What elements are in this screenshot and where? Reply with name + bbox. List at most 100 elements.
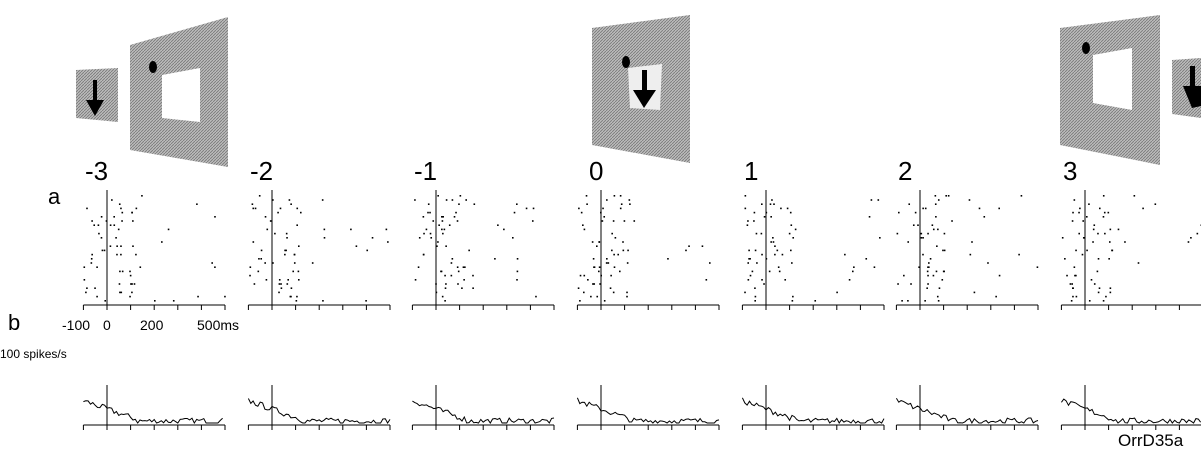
spike (786, 207, 789, 210)
spike (451, 258, 454, 260)
spike (260, 258, 263, 260)
spike (214, 216, 216, 218)
spike (161, 241, 163, 243)
spike (414, 279, 417, 281)
spike (633, 220, 636, 222)
spike (90, 258, 93, 260)
spike (417, 266, 420, 268)
spike (1109, 287, 1112, 289)
spike (1073, 266, 1076, 268)
spike (995, 295, 997, 298)
spike (606, 199, 608, 201)
spike (936, 295, 939, 298)
spike (1124, 241, 1126, 243)
spike (744, 291, 746, 294)
axis-tick-label: 0 (103, 317, 111, 333)
spike (577, 287, 580, 289)
spike (473, 203, 476, 205)
spike (747, 262, 750, 264)
spike (756, 262, 758, 264)
spike (790, 224, 793, 226)
spike (1154, 203, 1157, 205)
spike (252, 207, 255, 210)
spike (465, 199, 467, 201)
panel-label: -1 (414, 156, 437, 186)
spike (907, 241, 910, 243)
psth-curve (576, 397, 720, 424)
spike (1108, 241, 1111, 243)
spike (120, 253, 122, 256)
spike (430, 237, 433, 239)
spike (901, 300, 903, 302)
psth-curve (83, 400, 223, 425)
spike (437, 241, 439, 243)
spike (103, 249, 106, 252)
psth-curve (741, 397, 885, 424)
spike (450, 274, 453, 277)
spike (613, 195, 616, 197)
spike (1061, 237, 1064, 239)
spike (1066, 274, 1068, 277)
spike (83, 266, 86, 268)
spike (934, 203, 937, 205)
spike (910, 283, 912, 285)
spike (129, 295, 131, 298)
spike (1187, 241, 1190, 243)
spike (494, 258, 496, 260)
panel: 0 (576, 156, 720, 430)
spike (1088, 300, 1091, 302)
psth-scale: 100 spikes/s (0, 347, 67, 361)
psth-curve (1061, 398, 1201, 424)
spike (100, 237, 103, 239)
spike (132, 245, 134, 247)
spike (978, 207, 981, 210)
spike (1097, 232, 1099, 235)
spike (629, 203, 631, 205)
spike (598, 241, 601, 243)
spike (619, 207, 622, 210)
row-label: a (48, 184, 61, 209)
spike (85, 291, 87, 294)
stimulus-center (592, 15, 690, 163)
spike (932, 274, 935, 277)
spike (924, 300, 926, 302)
spike (91, 253, 93, 256)
spike (898, 211, 900, 214)
spike (293, 262, 296, 264)
spike (754, 300, 756, 302)
spike (444, 300, 446, 302)
spike (440, 270, 442, 273)
psth-curve (412, 400, 555, 424)
spike (131, 291, 133, 294)
spike (938, 287, 941, 289)
spike (513, 211, 516, 214)
spike (284, 253, 286, 256)
spike (1072, 295, 1074, 298)
spike (748, 249, 750, 252)
spike (746, 224, 749, 226)
spike (870, 199, 873, 201)
spike (109, 224, 112, 226)
spike (596, 245, 598, 247)
spike (278, 291, 280, 294)
spike (583, 291, 585, 294)
spike (877, 199, 880, 201)
panel-label: -2 (250, 156, 273, 186)
spike (579, 300, 581, 302)
spike (290, 203, 292, 205)
spike (427, 203, 430, 205)
spike (592, 283, 594, 285)
spike (590, 295, 592, 298)
spike (322, 300, 324, 302)
spike (973, 291, 976, 294)
psth-curve (895, 398, 1039, 425)
spike (932, 228, 935, 231)
spike (468, 249, 470, 252)
spike (998, 207, 1000, 210)
spike (1098, 207, 1101, 210)
spike (286, 283, 289, 285)
spike (251, 203, 254, 205)
spike (285, 232, 288, 235)
spike (1075, 274, 1077, 277)
